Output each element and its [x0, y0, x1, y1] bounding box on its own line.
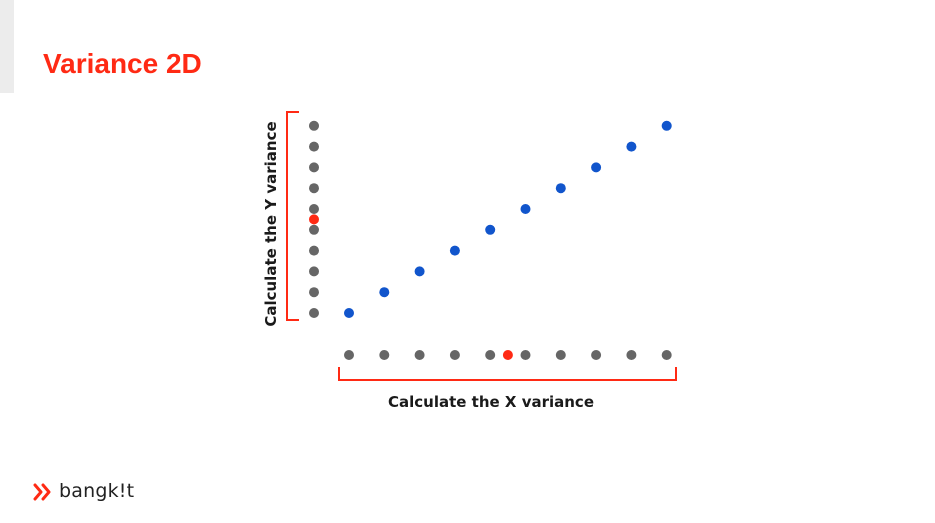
data-point [344, 308, 354, 318]
x-projection-point [449, 350, 460, 360]
y-mean-point [309, 214, 319, 225]
chevron-stripes-icon [33, 483, 51, 500]
data-point [449, 245, 460, 256]
y-variance-label: Calculate the Y variance [262, 121, 280, 326]
y-projection-points [309, 120, 319, 318]
y-projection-point [309, 204, 319, 214]
left-accent-bar [0, 0, 14, 93]
slide-title: Variance 2D [43, 48, 202, 79]
y-projection-point [309, 245, 319, 256]
data-point [555, 183, 566, 194]
x-projection-points [344, 350, 672, 360]
y-projection-point [309, 120, 319, 131]
y-variance-bracket [286, 111, 299, 321]
data-point [591, 162, 602, 173]
x-projection-point [520, 350, 531, 360]
data-point [520, 204, 531, 214]
data-point [485, 224, 496, 235]
x-variance-label: Calculate the X variance [388, 393, 594, 411]
y-projection-point [309, 224, 319, 235]
x-projection-point [344, 350, 354, 360]
y-projection-point [309, 183, 319, 194]
y-projection-point [309, 266, 319, 277]
x-variance-bracket [338, 367, 677, 381]
y-projection-point [309, 141, 319, 152]
logo-text: bangk!t [59, 480, 135, 502]
bangkit-logo: bangk!t [33, 482, 134, 501]
x-projection-point [661, 350, 672, 360]
data-point [379, 287, 390, 298]
x-projection-point [555, 350, 566, 360]
x-projection-point [414, 350, 425, 360]
y-projection-point [309, 308, 319, 318]
x-projection-point [591, 350, 602, 360]
y-projection-point [309, 287, 319, 298]
x-projection-point [626, 350, 637, 360]
data-point [661, 120, 672, 131]
data-points [344, 120, 672, 318]
x-projection-point [379, 350, 390, 360]
x-mean-point [502, 350, 513, 360]
data-point [626, 141, 637, 152]
data-point [414, 266, 425, 277]
y-projection-point [309, 162, 319, 173]
x-projection-point [485, 350, 496, 360]
